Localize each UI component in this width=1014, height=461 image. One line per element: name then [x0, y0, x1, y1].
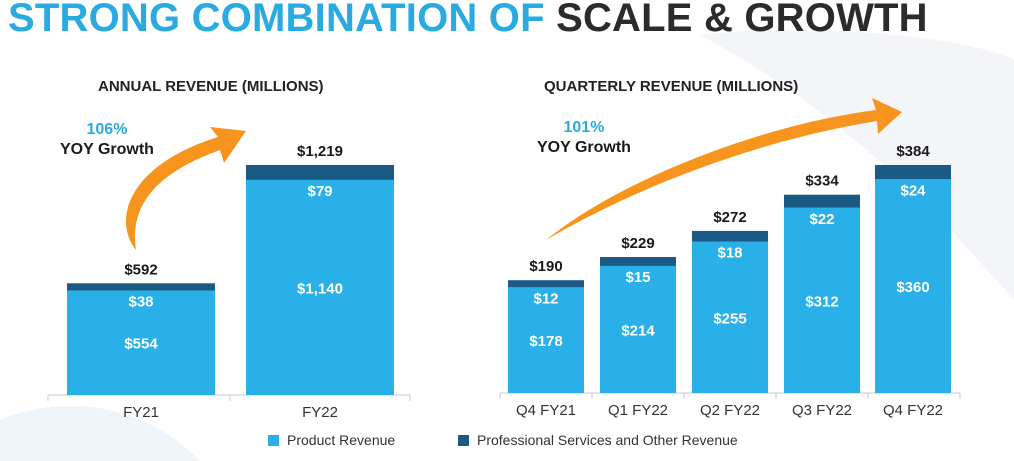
quarterly-services-value-label: $22: [809, 211, 834, 228]
quarterly-product-value-label: $255: [713, 310, 746, 327]
quarterly-growth-callout: 101% YOY Growth: [537, 118, 631, 158]
quarterly-total-label: $334: [805, 173, 839, 190]
legend-item-product: Product Revenue: [268, 432, 395, 448]
quarterly-total-label: $384: [896, 143, 930, 160]
quarterly-bar-product-q1-fy22: [600, 265, 676, 393]
page-title: STRONG COMBINATION OF SCALE & GROWTH: [8, 0, 928, 41]
quarterly-services-value-label: $15: [625, 269, 650, 286]
annual-chart-title: ANNUAL REVENUE (MILLIONS): [98, 78, 324, 95]
annual-total-label: $1,219: [297, 143, 343, 160]
annual-bar-product-fy22: [246, 179, 394, 395]
annual-x-axis: FY21 FY22: [47, 394, 411, 421]
quarterly-product-value-label: $312: [805, 293, 838, 310]
quarterly-bar-product-q3-fy22: [784, 207, 860, 393]
annual-growth-label: YOY Growth: [60, 141, 154, 158]
quarterly-services-value-label: $24: [900, 182, 926, 199]
annual-total-label: $592: [124, 261, 157, 278]
quarterly-growth-label: YOY Growth: [537, 139, 631, 156]
quarterly-chart-title: QUARTERLY REVENUE (MILLIONS): [544, 78, 799, 95]
quarterly-category-label: Q4 FY21: [516, 402, 576, 419]
quarterly-x-axis: Q4 FY21 Q1 FY22 Q2 FY22 Q3 FY22 Q4 FY22: [499, 392, 961, 419]
quarterly-product-value-label: $178: [529, 333, 562, 350]
annual-growth-callout: 106% YOY Growth: [60, 120, 154, 160]
quarterly-bar-product-q4-fy21: [508, 287, 584, 393]
annual-bar-services-fy21: [67, 283, 215, 291]
annual-product-value-label: $554: [124, 336, 158, 353]
legend-swatch-services: [458, 435, 469, 446]
quarterly-bar-services-q3-fy22: [784, 194, 860, 208]
annual-bar-product-fy21: [67, 290, 215, 395]
legend-label-product: Product Revenue: [287, 432, 396, 448]
quarterly-growth-percent: 101%: [563, 119, 605, 136]
annual-product-value-label: $1,140: [297, 280, 343, 297]
quarterly-category-label: Q3 FY22: [792, 402, 852, 419]
quarterly-bar-product-q2-fy22: [692, 241, 768, 393]
quarterly-category-label: Q4 FY22: [883, 402, 943, 419]
annual-services-value-label: $38: [128, 293, 153, 310]
quarterly-services-value-label: $18: [717, 245, 742, 262]
quarterly-bar-services-q1-fy22: [600, 257, 676, 266]
page-title-main: SCALE & GROWTH: [556, 0, 928, 40]
quarterly-bar-services-q2-fy22: [692, 230, 768, 242]
quarterly-services-value-label: $12: [533, 290, 558, 307]
annual-growth-arrow: [125, 127, 246, 250]
quarterly-total-label: $190: [529, 258, 562, 275]
quarterly-bar-product-q4-fy22: [875, 179, 951, 393]
annual-growth-percent: 106%: [86, 121, 128, 138]
quarterly-total-label: $272: [713, 209, 746, 226]
annual-services-value-label: $79: [307, 183, 332, 200]
annual-category-label: FY21: [123, 404, 159, 421]
quarterly-category-label: Q1 FY22: [608, 402, 668, 419]
quarterly-bar-services-q4-fy21: [508, 280, 584, 288]
legend-swatch-product: [268, 435, 279, 446]
page-title-accent: STRONG COMBINATION OF: [8, 0, 545, 40]
annual-bar-services-fy22: [246, 165, 394, 180]
annual-category-label: FY22: [302, 404, 338, 421]
quarterly-bar-services-q4-fy22: [875, 165, 951, 180]
quarterly-product-value-label: $214: [621, 322, 655, 339]
quarterly-total-label: $229: [621, 235, 654, 252]
annual-bars: $554 $38 $592 $1,140 $79 $1,219: [67, 143, 394, 395]
quarterly-growth-arrow: [546, 98, 902, 240]
legend-label-services: Professional Services and Other Revenue: [477, 432, 738, 448]
quarterly-product-value-label: $360: [896, 279, 929, 296]
quarterly-bars: $178 $12 $190 $214 $15 $229 $255 $18 $272 $312 $22…: [508, 143, 951, 393]
quarterly-category-label: Q2 FY22: [700, 402, 760, 419]
legend-item-services: Professional Services and Other Revenue: [458, 432, 738, 448]
